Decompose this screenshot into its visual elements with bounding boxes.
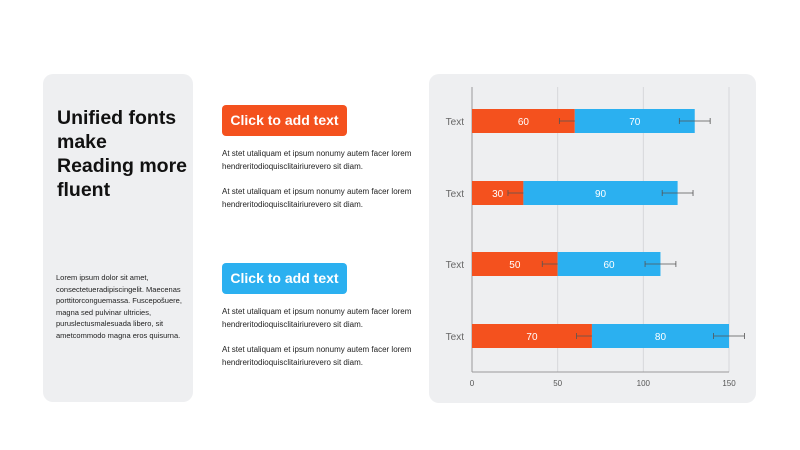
bar-segment — [472, 324, 592, 348]
section1-paragraph-2: At stet utaliquam et ipsum nonumy autem … — [222, 187, 412, 209]
category-label: Text — [446, 117, 465, 128]
data-label: 70 — [526, 332, 538, 343]
x-tick-label: 150 — [722, 379, 736, 388]
add-text-button-blue[interactable]: Click to add text — [222, 263, 347, 294]
data-label: 60 — [518, 117, 530, 128]
data-label: 90 — [595, 189, 607, 200]
left-card: Unified fonts make Reading more fluent L… — [43, 74, 193, 402]
data-label: 30 — [492, 189, 504, 200]
bar-segment — [591, 324, 729, 348]
bar-segment — [557, 252, 661, 276]
data-label: 50 — [509, 260, 521, 271]
add-text-button-orange[interactable]: Click to add text — [222, 105, 347, 136]
headline: Unified fonts make Reading more fluent — [57, 107, 188, 201]
x-tick-label: 100 — [637, 379, 651, 388]
section1-paragraph-1: At stet utaliquam et ipsum nonumy autem … — [222, 149, 412, 171]
x-tick-label: 50 — [553, 379, 562, 388]
category-label: Text — [446, 189, 465, 200]
bar-segment — [472, 109, 575, 133]
chart-card: 0 50 100 150 Text 60 70 Text 30 90 Text 50 60 Text 70 8… — [429, 74, 756, 403]
section2-paragraph-1: At stet utaliquam et ipsum nonumy autem … — [222, 307, 412, 329]
bar-segment — [523, 181, 678, 205]
bar-segment — [574, 109, 695, 133]
data-label: 80 — [655, 332, 667, 343]
category-label: Text — [446, 260, 465, 271]
section2-paragraph-2: At stet utaliquam et ipsum nonumy autem … — [222, 345, 412, 367]
data-label: 60 — [604, 260, 616, 271]
stacked-bar-chart: 0 50 100 150 Text 60 70 Text 30 90 Text 50 60 Text 70 8… — [446, 87, 745, 388]
data-label: 70 — [629, 117, 641, 128]
category-label: Text — [446, 332, 465, 343]
x-tick-label: 0 — [470, 379, 475, 388]
left-body-text: Lorem ipsum dolor sit amet, consectetuer… — [56, 273, 182, 340]
